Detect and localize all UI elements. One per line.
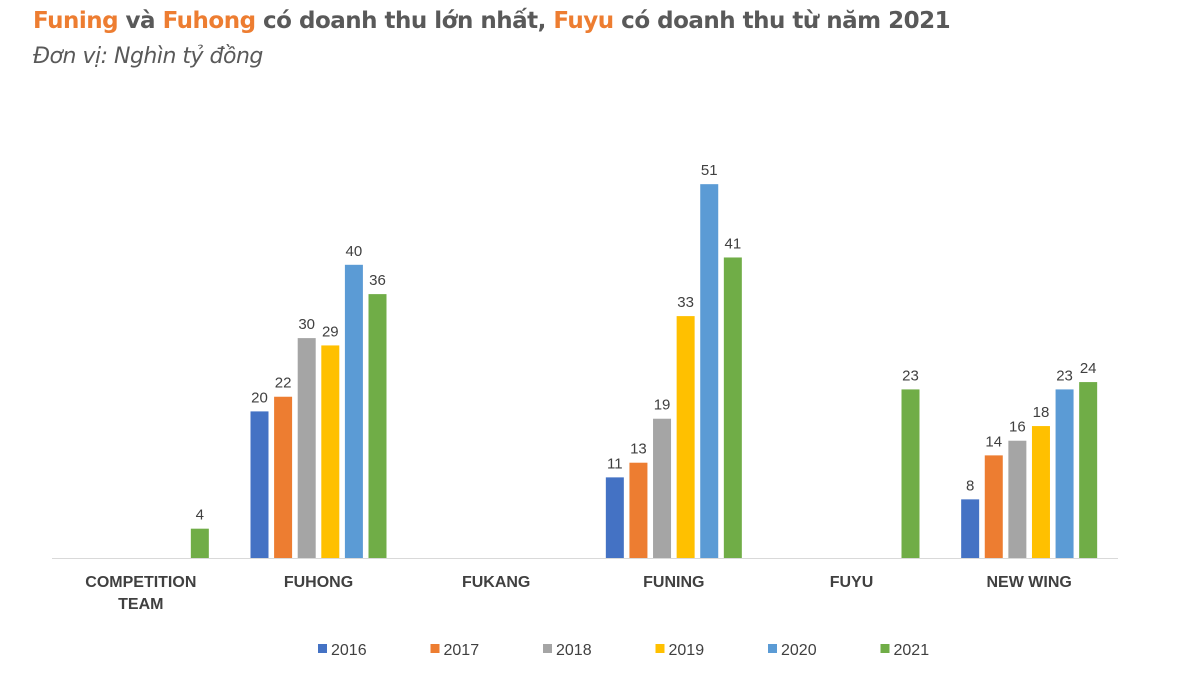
- bar-2018: [297, 338, 316, 558]
- bar-2021: [901, 389, 920, 558]
- bar-2021: [368, 294, 387, 558]
- title-segment: và: [118, 8, 163, 34]
- bar-2016: [250, 411, 269, 558]
- data-label: 20: [251, 389, 268, 406]
- bar-2018: [1008, 440, 1027, 558]
- category-label: FUNING: [643, 574, 704, 591]
- bar-2016: [961, 499, 980, 558]
- title-segment: Fuhong: [162, 8, 256, 34]
- bar-2020: [700, 184, 719, 559]
- data-label: 41: [724, 235, 741, 252]
- category-label: FUHONG: [284, 574, 353, 591]
- bar-2021: [1079, 382, 1098, 558]
- data-label: 22: [275, 375, 292, 392]
- legend-label: 2020: [781, 642, 817, 659]
- chart-subtitle: Đơn vị: Nghìn tỷ đồng: [33, 44, 263, 69]
- data-label: 14: [985, 433, 1002, 450]
- data-label: 11: [607, 455, 623, 472]
- legend-swatch-2021: [880, 644, 890, 653]
- data-label: 13: [630, 441, 647, 458]
- data-label: 23: [902, 367, 919, 384]
- title-segment: có doanh thu từ năm 2021: [613, 8, 951, 34]
- category-label: TEAM: [118, 596, 163, 613]
- category-label: FUKANG: [462, 574, 530, 591]
- bar-2016: [605, 477, 624, 558]
- data-label: 24: [1080, 360, 1097, 377]
- legend-label: 2017: [444, 642, 480, 659]
- data-label: 4: [196, 507, 204, 524]
- legend-swatch-2020: [768, 644, 777, 653]
- data-label: 16: [1009, 419, 1026, 436]
- title-segment: Funing: [33, 8, 119, 34]
- legend-label: 2016: [331, 642, 367, 659]
- data-label: 33: [677, 294, 694, 311]
- title-segment: có doanh thu lớn nhất,: [255, 8, 554, 34]
- bar-2020: [344, 264, 363, 558]
- category-label: COMPETITION: [85, 574, 196, 591]
- bar-2020: [1055, 389, 1074, 558]
- data-label: 51: [701, 162, 718, 179]
- legend-label: 2021: [894, 642, 930, 659]
- data-label: 29: [322, 323, 339, 340]
- bar-2017: [984, 455, 1003, 558]
- bar-2017: [274, 396, 293, 558]
- data-label: 18: [1033, 404, 1050, 421]
- bar-2019: [676, 316, 695, 558]
- data-label: 36: [369, 272, 386, 289]
- bar-2019: [321, 345, 340, 558]
- legend-label: 2019: [669, 642, 705, 659]
- title-segment: Fuyu: [553, 8, 614, 34]
- data-label: 8: [966, 477, 974, 494]
- chart-title: Funing và Fuhong có doanh thu lớn nhất, …: [33, 8, 951, 34]
- legend-swatch-2018: [543, 644, 552, 653]
- legend-label: 2018: [556, 642, 592, 659]
- data-label: 19: [654, 397, 671, 414]
- legend-swatch-2017: [430, 644, 440, 653]
- legend-swatch-2016: [318, 644, 327, 653]
- data-label: 40: [346, 243, 363, 260]
- category-label: NEW WING: [987, 574, 1072, 591]
- bar-2018: [653, 418, 672, 558]
- bar-2021: [190, 528, 209, 558]
- bar-2017: [629, 462, 648, 558]
- category-label: FUYU: [830, 574, 874, 591]
- bar-2019: [1031, 426, 1050, 558]
- data-label: 23: [1056, 367, 1073, 384]
- legend-swatch-2019: [655, 644, 665, 653]
- data-label: 30: [298, 316, 315, 333]
- bar-2021: [723, 257, 742, 558]
